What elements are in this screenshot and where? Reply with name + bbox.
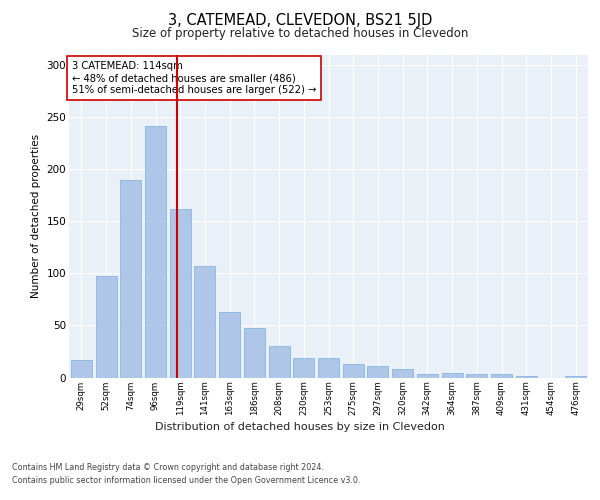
Bar xyxy=(244,328,265,378)
Bar xyxy=(392,369,413,378)
Text: Contains public sector information licensed under the Open Government Licence v3: Contains public sector information licen… xyxy=(12,476,361,485)
Bar xyxy=(343,364,364,378)
Bar xyxy=(491,374,512,378)
Bar xyxy=(145,126,166,378)
Bar xyxy=(442,374,463,378)
Text: Distribution of detached houses by size in Clevedon: Distribution of detached houses by size … xyxy=(155,422,445,432)
Bar xyxy=(269,346,290,378)
Bar xyxy=(95,276,116,378)
Bar xyxy=(516,376,537,378)
Y-axis label: Number of detached properties: Number of detached properties xyxy=(31,134,41,298)
Bar xyxy=(293,358,314,378)
Bar xyxy=(219,312,240,378)
Text: 3, CATEMEAD, CLEVEDON, BS21 5JD: 3, CATEMEAD, CLEVEDON, BS21 5JD xyxy=(168,12,432,28)
Bar xyxy=(417,374,438,378)
Bar xyxy=(194,266,215,378)
Text: 3 CATEMEAD: 114sqm
← 48% of detached houses are smaller (486)
51% of semi-detach: 3 CATEMEAD: 114sqm ← 48% of detached hou… xyxy=(71,62,316,94)
Bar xyxy=(120,180,141,378)
Bar xyxy=(318,358,339,378)
Bar xyxy=(367,366,388,378)
Text: Size of property relative to detached houses in Clevedon: Size of property relative to detached ho… xyxy=(132,28,468,40)
Bar xyxy=(71,360,92,378)
Bar xyxy=(565,376,586,378)
Bar xyxy=(466,374,487,378)
Bar xyxy=(170,209,191,378)
Text: Contains HM Land Registry data © Crown copyright and database right 2024.: Contains HM Land Registry data © Crown c… xyxy=(12,462,324,471)
